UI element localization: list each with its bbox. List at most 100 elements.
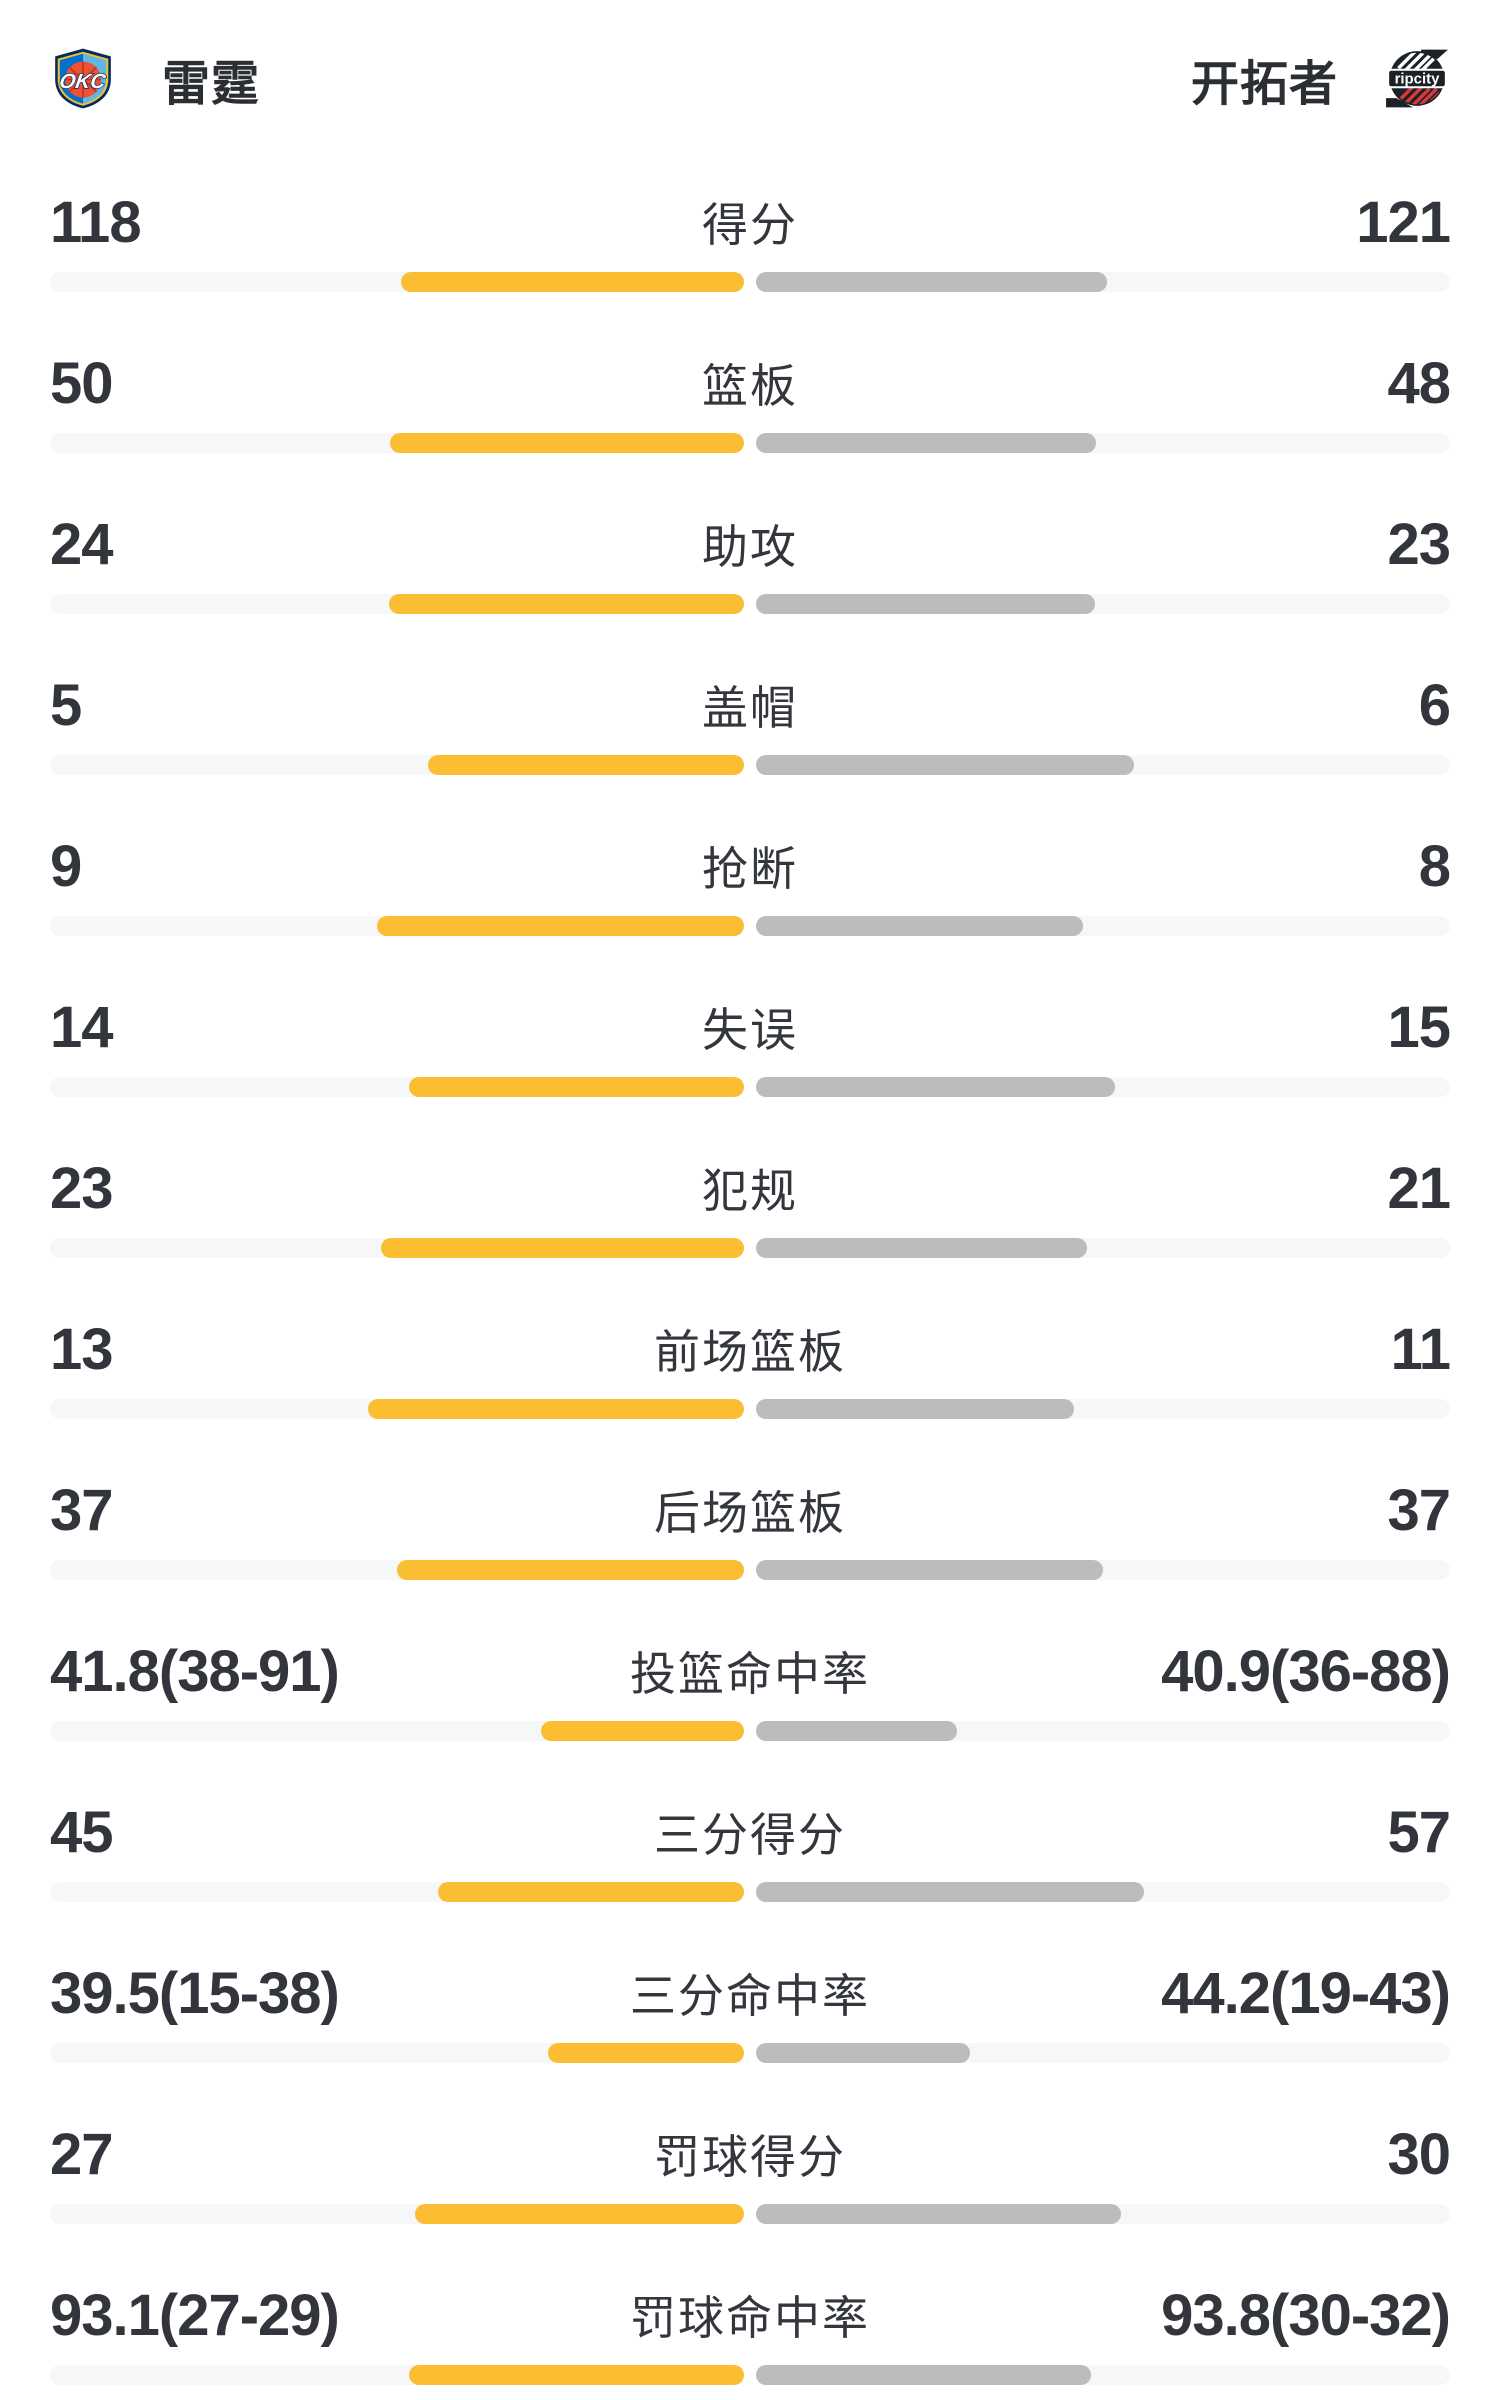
away-value: 48	[1387, 350, 1451, 416]
away-bar-fill	[756, 2043, 970, 2063]
home-bar-fill	[367, 1399, 744, 1419]
stat-row-turnovers: 14 失误 15	[50, 994, 1451, 1097]
away-bar-fill	[756, 1399, 1074, 1419]
away-bar-fill	[756, 916, 1083, 936]
comparison-bar	[50, 1399, 1450, 1419]
away-bar-fill	[756, 755, 1135, 775]
home-bar-fill	[408, 1077, 744, 1097]
home-bar-track	[50, 1560, 744, 1580]
home-bar-fill	[540, 1721, 744, 1741]
home-bar-fill	[381, 1238, 744, 1258]
stat-label: 犯规	[702, 1165, 798, 1217]
home-value: 24	[50, 511, 114, 577]
home-bar-track	[50, 2204, 744, 2224]
stats-list: 118 得分 121 50 篮板 48 24 助攻	[50, 189, 1451, 2385]
away-value: 11	[1390, 1316, 1451, 1382]
comparison-bar	[50, 2043, 1450, 2063]
home-bar-track	[50, 755, 744, 775]
stat-row-ft-points: 27 罚球得分 30	[50, 2121, 1451, 2224]
away-value: 93.8(30-32)	[1161, 2282, 1451, 2348]
stat-label: 罚球得分	[654, 2131, 846, 2183]
svg-text:OKC: OKC	[58, 70, 108, 93]
stat-label: 抢断	[702, 843, 798, 895]
stat-label: 前场篮板	[654, 1326, 846, 1378]
comparison-bar	[50, 916, 1450, 936]
stat-row-offensive-rebounds: 13 前场篮板 11	[50, 1316, 1451, 1419]
away-value: 21	[1387, 1155, 1451, 1221]
stat-label: 得分	[702, 199, 798, 251]
away-value: 121	[1356, 189, 1451, 255]
away-bar-track	[756, 2204, 1450, 2224]
home-bar-fill	[397, 1560, 744, 1580]
stat-label: 后场篮板	[654, 1487, 846, 1539]
away-bar-track	[756, 1721, 1450, 1741]
home-bar-fill	[428, 755, 744, 775]
comparison-bar	[50, 272, 1450, 292]
stat-row-ft-pct: 93.1(27-29) 罚球命中率 93.8(30-32)	[50, 2282, 1451, 2385]
away-bar-track	[756, 1560, 1450, 1580]
home-bar-track	[50, 1238, 744, 1258]
comparison-bar	[50, 1560, 1450, 1580]
home-bar-fill	[437, 1882, 744, 1902]
away-value: 30	[1387, 2121, 1451, 2187]
home-bar-track	[50, 433, 744, 453]
away-value: 8	[1418, 833, 1451, 899]
away-bar-fill	[756, 594, 1096, 614]
stat-label: 三分得分	[654, 1809, 846, 1861]
comparison-bar	[50, 1882, 1450, 1902]
stat-row-defensive-rebounds: 37 后场篮板 37	[50, 1478, 1451, 1580]
away-bar-track	[756, 594, 1450, 614]
stat-label: 篮板	[702, 360, 798, 412]
teams-header: OKC 雷霆 开拓者	[50, 0, 1450, 112]
home-bar-fill	[415, 2204, 744, 2224]
comparison-bar	[50, 1077, 1450, 1097]
away-bar-track	[756, 916, 1450, 936]
comparison-bar	[50, 433, 1450, 453]
comparison-bar	[50, 755, 1450, 775]
home-team-name: 雷霆	[162, 57, 261, 111]
away-team[interactable]: 开拓者	[1191, 44, 1450, 114]
away-value: 23	[1387, 511, 1451, 577]
home-bar-track	[50, 1721, 744, 1741]
stat-row-points: 118 得分 121	[50, 189, 1451, 292]
away-value: 57	[1387, 1799, 1451, 1865]
away-bar-fill	[756, 2204, 1122, 2224]
home-bar-track	[50, 2043, 744, 2063]
away-team-name: 开拓者	[1190, 57, 1338, 111]
home-team[interactable]: OKC 雷霆	[50, 44, 260, 114]
home-value: 39.5(15-38)	[50, 1960, 340, 2026]
away-bar-fill	[756, 272, 1108, 292]
away-value: 15	[1387, 994, 1451, 1060]
home-bar-fill	[547, 2043, 744, 2063]
home-value: 14	[50, 994, 114, 1060]
away-bar-track	[756, 1882, 1450, 1902]
home-bar-fill	[408, 2365, 744, 2385]
away-value: 40.9(36-88)	[1161, 1638, 1451, 1704]
home-bar-fill	[401, 272, 744, 292]
home-value: 9	[50, 833, 82, 899]
home-bar-fill	[389, 594, 744, 614]
stat-row-fouls: 23 犯规 21	[50, 1155, 1451, 1258]
away-bar-track	[756, 1238, 1450, 1258]
home-value: 27	[50, 2121, 114, 2187]
away-bar-track	[756, 2365, 1450, 2385]
home-bar-track	[50, 1077, 744, 1097]
home-bar-track	[50, 1399, 744, 1419]
home-bar-fill	[376, 916, 744, 936]
home-value: 118	[50, 189, 142, 255]
home-bar-track	[50, 1882, 744, 1902]
home-bar-track	[50, 272, 744, 292]
away-bar-track	[756, 2043, 1450, 2063]
away-value: 44.2(19-43)	[1161, 1960, 1451, 2026]
away-bar-fill	[756, 433, 1097, 453]
home-bar-track	[50, 594, 744, 614]
away-bar-track	[756, 1399, 1450, 1419]
home-bar-track	[50, 2365, 744, 2385]
comparison-bar	[50, 2365, 1450, 2385]
away-bar-fill	[756, 1721, 958, 1741]
home-value: 23	[50, 1155, 114, 1221]
home-value: 45	[50, 1799, 114, 1865]
away-bar-fill	[756, 1077, 1115, 1097]
stat-row-fg-pct: 41.8(38-91) 投篮命中率 40.9(36-88)	[50, 1638, 1451, 1741]
